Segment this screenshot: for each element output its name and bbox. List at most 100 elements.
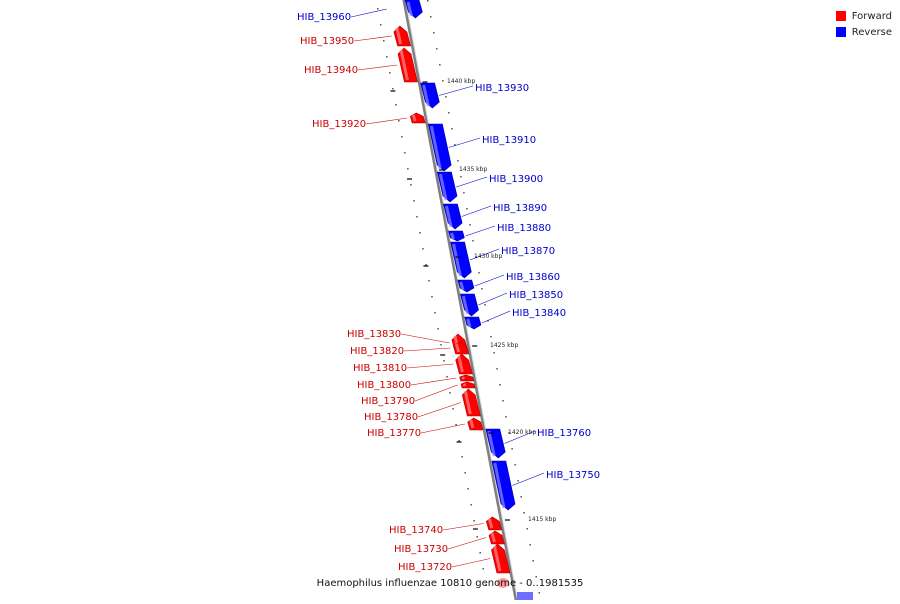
gene-leader <box>365 117 408 125</box>
gene-label-HIB_13720: HIB_13720 <box>398 562 452 573</box>
gene-label-HIB_13780: HIB_13780 <box>364 412 418 423</box>
track-dot <box>481 288 483 290</box>
legend-reverse: Reverse <box>835 24 892 40</box>
track-dot <box>410 184 412 186</box>
track-dot <box>458 440 460 442</box>
track-dot <box>472 240 474 242</box>
tick-label: 1425 kbp <box>490 342 518 349</box>
track-dot <box>508 432 510 434</box>
track-dot <box>470 504 472 506</box>
track-dot <box>505 416 507 418</box>
gene-leader <box>481 310 511 324</box>
gene-label-HIB_13870: HIB_13870 <box>501 246 555 257</box>
track-dot <box>439 64 441 66</box>
track-dot <box>517 480 519 482</box>
track-dot <box>526 528 528 530</box>
gene-label-HIB_13910: HIB_13910 <box>482 135 536 146</box>
gene-leader <box>442 523 484 531</box>
gene-label-HIB_13800: HIB_13800 <box>357 380 411 391</box>
track-dot <box>437 328 439 330</box>
track-dot <box>475 256 477 258</box>
track-dot <box>485 584 487 586</box>
track-dot <box>493 352 495 354</box>
gene-label-HIB_13860: HIB_13860 <box>506 272 560 283</box>
gene-leader <box>474 274 505 287</box>
forward-swatch <box>835 11 846 21</box>
gene-partial-reverse <box>517 592 533 600</box>
gene-shading <box>487 430 496 457</box>
gene-label-HIB_13840: HIB_13840 <box>512 308 566 319</box>
track-dot <box>416 216 418 218</box>
gene-shading <box>492 545 502 572</box>
gene-leader <box>357 64 398 71</box>
gene-label-HIB_13730: HIB_13730 <box>394 544 448 555</box>
gene-label-HIB_13850: HIB_13850 <box>509 290 563 301</box>
track-dot <box>487 320 489 322</box>
track-dot <box>380 24 382 26</box>
track-dot <box>436 48 438 50</box>
gene-leader <box>406 363 454 369</box>
gene-shading <box>450 232 455 240</box>
track-dot <box>445 96 447 98</box>
track-dot <box>392 88 394 90</box>
gene-shading <box>487 518 494 529</box>
gene-HIB_13770 <box>467 417 484 431</box>
gene-label-HIB_13900: HIB_13900 <box>489 174 543 185</box>
track-dot <box>452 408 454 410</box>
track-dot <box>457 160 459 162</box>
gene-label-HIB_13750: HIB_13750 <box>546 470 600 481</box>
track-dot <box>499 384 501 386</box>
genome-line-highlight <box>404 0 519 604</box>
legend-reverse-label: Reverse <box>851 26 892 38</box>
track-dot <box>431 296 433 298</box>
track-dot <box>398 120 400 122</box>
gene-shading <box>493 462 506 509</box>
gene-leader <box>410 377 457 386</box>
gene-shading <box>429 125 442 170</box>
track-dot <box>523 512 525 514</box>
gene-label-HIB_13930: HIB_13930 <box>475 83 529 94</box>
gene-label-HIB_13940: HIB_13940 <box>304 65 358 76</box>
track-dot <box>455 424 457 426</box>
track-dot <box>443 360 445 362</box>
gene-label-HIB_13950: HIB_13950 <box>300 36 354 47</box>
gene-shading <box>490 532 496 543</box>
track-dot <box>383 40 385 42</box>
track-dot <box>401 136 403 138</box>
track-dot <box>433 32 435 34</box>
track-dot <box>460 176 462 178</box>
gene-shading <box>399 49 409 81</box>
legend: Forward Reverse <box>835 8 892 40</box>
track-dot <box>473 520 475 522</box>
track-dot <box>395 104 397 106</box>
tick-label: 1415 kbp <box>528 516 556 523</box>
gene-leader <box>456 176 488 188</box>
track-dot <box>389 72 391 74</box>
track-dot <box>407 168 409 170</box>
track-dot <box>464 472 466 474</box>
gene-label-HIB_13810: HIB_13810 <box>353 363 407 374</box>
gene-leader <box>353 35 392 42</box>
gene-leader <box>350 8 387 18</box>
tick-label: 1440 kbp <box>447 78 475 85</box>
gene-shading <box>411 114 417 122</box>
track-dot <box>419 232 421 234</box>
tick-label: 1420 kbp <box>508 429 536 436</box>
genome-caption: Haemophilus influenzae 10810 genome - 0.… <box>316 578 584 589</box>
tick-label: 1435 kbp <box>459 166 487 173</box>
gene-label-HIB_13820: HIB_13820 <box>350 346 404 357</box>
track-dot <box>386 56 388 58</box>
gene-shading <box>454 343 461 353</box>
track-dot <box>448 112 450 114</box>
gene-leader <box>420 423 465 434</box>
reverse-swatch <box>835 27 846 37</box>
gene-leader <box>438 85 474 96</box>
gene-shading <box>438 173 448 201</box>
track-dot <box>511 448 513 450</box>
track-dot <box>466 208 468 210</box>
gene-label-HIB_13790: HIB_13790 <box>361 396 415 407</box>
gene-label-HIB_13880: HIB_13880 <box>497 223 551 234</box>
track-dot <box>482 568 484 570</box>
track-dot <box>467 488 469 490</box>
gene-label-HIB_13830: HIB_13830 <box>347 329 401 340</box>
